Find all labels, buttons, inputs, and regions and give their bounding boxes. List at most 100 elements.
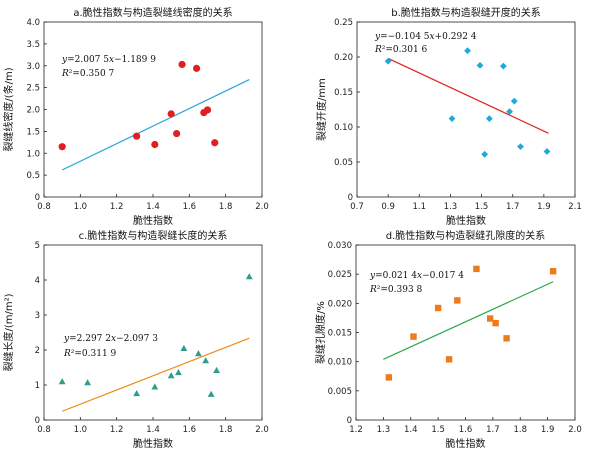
data-point <box>481 150 489 158</box>
r-squared-label: R²=0.393 8 <box>369 285 423 295</box>
y-tick-label: 2.5 <box>26 84 40 94</box>
chart-title: d.脆性指数与构造裂缝孔隙度的关系 <box>386 229 546 242</box>
plot-frame <box>43 21 263 198</box>
data-point <box>180 344 188 351</box>
x-tick-label: 1.6 <box>459 425 473 435</box>
data-point <box>245 273 253 280</box>
x-tick-label: 0.8 <box>37 202 51 212</box>
data-point <box>58 143 66 151</box>
x-axis-label: 脆性指数 <box>133 214 173 227</box>
data-point <box>178 60 186 69</box>
x-tick-label: 1.6 <box>183 425 197 435</box>
x-tick-label: 1.2 <box>349 425 363 435</box>
data-point <box>445 356 453 363</box>
y-axis-label: 裂缝开度/mm <box>315 78 328 141</box>
x-tick-label: 1.7 <box>506 202 520 212</box>
data-point <box>503 335 510 342</box>
y-tick-label: 3.0 <box>26 62 40 72</box>
y-tick-label: 0.015 <box>328 329 352 339</box>
x-tick-label: 2.0 <box>255 425 269 435</box>
y-tick-label: 4 <box>35 276 40 286</box>
regression-equation: y=0.021 4x−0.017 4 <box>369 271 464 281</box>
data-point <box>167 372 175 379</box>
chart-panel-1: b.脆性指数与构造裂缝开度的关系 0.7 0.9 1.1 1.3 1.5 1.7 1.9 2.1… <box>315 6 582 227</box>
data-point <box>203 106 212 114</box>
data-point <box>410 333 417 340</box>
y-tick-label: 0.10 <box>334 123 353 133</box>
data-point <box>213 366 220 374</box>
x-axis-label: 脆性指数 <box>133 437 173 450</box>
x-axis-label: 脆性指数 <box>446 214 486 227</box>
data-point <box>211 139 219 147</box>
chart-panel-2: c.脆性指数与构造裂缝长度的关系 0.8 1.0 1.2 1.4 1.6 1.8 2.0 0 1 2… <box>2 229 269 450</box>
x-tick-label: 1.3 <box>377 425 391 435</box>
y-tick-label: 0 <box>35 416 40 426</box>
x-tick-label: 0.8 <box>37 425 51 435</box>
x-tick-label: 2.1 <box>568 202 582 212</box>
data-point <box>485 115 493 122</box>
y-tick-label: 0 <box>348 193 353 203</box>
data-point <box>175 369 182 376</box>
x-tick-label: 2.0 <box>568 425 582 435</box>
data-point <box>84 379 91 386</box>
data-point <box>173 129 181 138</box>
data-point <box>510 97 518 105</box>
y-axis-label: 裂缝长度/(m/m²) <box>2 293 15 371</box>
y-tick-label: 0.20 <box>334 53 353 63</box>
x-tick-label: 1.5 <box>431 425 445 435</box>
y-tick-label: 0.5 <box>26 171 40 181</box>
data-point <box>167 110 175 118</box>
chart-panel-3: d.脆性指数与构造裂缝孔隙度的关系 1.2 1.3 1.4 1.5 1.6 1.7 1.8 1.… <box>314 229 582 450</box>
x-tick-label: 1.8 <box>513 425 527 435</box>
data-point <box>549 268 557 275</box>
x-axis-label: 脆性指数 <box>446 437 486 450</box>
x-tick-label: 1.7 <box>486 425 500 435</box>
y-tick-label: 0.15 <box>334 88 353 98</box>
y-tick-label: 0.25 <box>334 18 353 28</box>
x-tick-label: 1.8 <box>219 425 233 435</box>
x-tick-label: 1.2 <box>110 202 124 212</box>
regression-equation: y=2.007 5x−1.189 9 <box>61 55 156 65</box>
plot-frame <box>356 21 576 198</box>
r-squared-label: R²=0.301 6 <box>374 45 428 55</box>
x-tick-label: 1.4 <box>404 425 418 435</box>
y-tick-label: 3.5 <box>26 40 40 50</box>
y-axis-label: 裂缝线密度/(条/m) <box>2 67 15 151</box>
data-point <box>486 315 494 322</box>
trend-line <box>61 337 250 412</box>
y-tick-label: 0.05 <box>334 158 353 168</box>
y-tick-label: 3 <box>35 311 40 321</box>
y-tick-label: 1.5 <box>26 127 40 137</box>
trend-line <box>61 78 250 171</box>
data-point <box>476 62 484 69</box>
x-tick-label: 0.7 <box>350 202 364 212</box>
y-tick-label: 1 <box>35 381 40 391</box>
x-tick-label: 1.2 <box>110 425 124 435</box>
data-point <box>151 140 159 149</box>
y-tick-label: 5 <box>35 241 40 251</box>
data-point <box>517 143 524 150</box>
regression-equation: y=−0.104 5x+0.292 4 <box>374 32 477 42</box>
x-tick-label: 1.3 <box>444 202 458 212</box>
data-point <box>385 374 393 381</box>
r-squared-label: R²=0.311 9 <box>63 349 117 359</box>
data-point <box>202 357 210 364</box>
x-tick-label: 2.0 <box>255 202 269 212</box>
trend-line <box>387 57 549 134</box>
data-point <box>454 297 461 304</box>
chart-panel-0: a.脆性指数与构造裂缝线密度的关系 0.8 1.0 1.2 1.4 1.6 1.8 2.0 0 0… <box>2 6 269 227</box>
data-point <box>207 390 215 397</box>
data-point <box>499 62 507 70</box>
x-tick-label: 1.4 <box>146 425 160 435</box>
data-point <box>506 108 513 115</box>
regression-equation: y=2.297 2x−2.097 3 <box>63 334 158 344</box>
trend-line <box>383 281 554 360</box>
y-tick-label: 2 <box>35 346 40 356</box>
x-tick-label: 1.8 <box>219 202 233 212</box>
data-point <box>195 350 202 357</box>
x-tick-label: 1.5 <box>475 202 489 212</box>
data-point <box>151 383 159 390</box>
data-point <box>448 115 456 122</box>
x-tick-label: 1.9 <box>537 202 551 212</box>
